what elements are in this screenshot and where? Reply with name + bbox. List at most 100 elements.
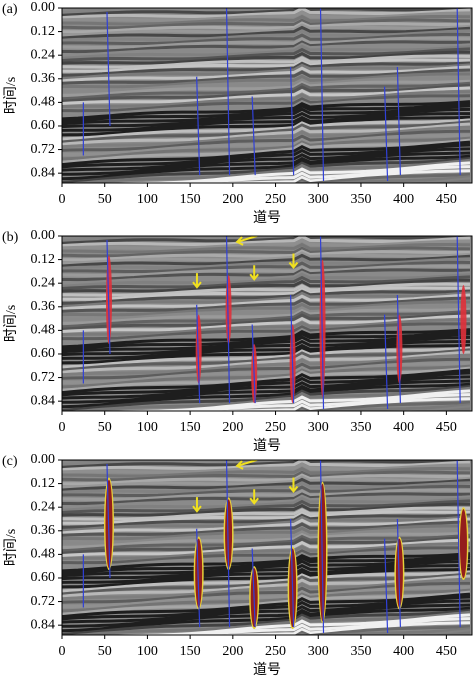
annotation-arrow [192, 273, 202, 289]
reflector [62, 8, 455, 14]
fault-line [106, 463, 111, 578]
y-tick-label: 0.12 [31, 252, 56, 267]
plot-frame [61, 235, 473, 412]
fault-line [290, 294, 295, 404]
annotation-arrow [192, 497, 202, 513]
x-tick-label: 350 [350, 192, 371, 207]
x-tick-label: 0 [59, 644, 66, 659]
x-tick-label: 150 [180, 192, 201, 207]
x-tick-label: 0 [59, 420, 66, 435]
fault-line [251, 548, 256, 628]
x-tick-label: 350 [350, 644, 371, 659]
reflector [185, 165, 471, 183]
reflector [211, 621, 471, 635]
reflector [62, 58, 471, 73]
reflector [62, 236, 455, 242]
annotation-arrow [288, 253, 299, 270]
x-axis-label: 道号 [253, 438, 281, 454]
reflector [62, 86, 471, 105]
reflector [62, 282, 471, 297]
x-tick-label: 400 [393, 192, 414, 207]
reflector [62, 226, 470, 232]
y-tick-label: 0.48 [31, 323, 56, 338]
reflector [62, 304, 470, 321]
seismic-traces [62, 226, 472, 411]
reflector [62, 236, 471, 248]
fault-line [456, 8, 461, 176]
reflector [62, 32, 471, 45]
reflector [62, 14, 471, 26]
y-tick-label: 0.12 [31, 24, 56, 39]
reflector [62, 368, 471, 395]
reflector [62, 535, 471, 555]
x-tick-label: 150 [180, 420, 201, 435]
x-tick-label: 100 [137, 192, 158, 207]
x-axis-label: 道号 [253, 210, 281, 226]
reflector [62, 100, 471, 121]
reflector [62, 76, 470, 93]
fault-line [290, 518, 295, 628]
reflector [62, 307, 471, 325]
reflector [62, 460, 471, 472]
reflector [66, 610, 471, 635]
y-tick-label: 0.24 [31, 47, 56, 62]
reflector [62, 40, 471, 54]
x-tick-label: 300 [308, 192, 329, 207]
reflector [62, 44, 471, 60]
y-tick-label: 0.84 [31, 617, 56, 632]
reflector [62, 0, 470, 4]
reflector [62, 492, 471, 506]
reflector [62, 83, 471, 103]
reflector [101, 389, 471, 411]
reflector [62, 528, 470, 545]
fault-line [290, 66, 295, 176]
reflector [62, 257, 471, 270]
reflector [66, 386, 471, 411]
reflector [62, 524, 470, 541]
annotation-arrow [249, 489, 259, 505]
reflector [62, 379, 471, 404]
reflector [298, 627, 471, 635]
reflector [62, 385, 471, 411]
reflector [62, 8, 151, 10]
reflector [62, 475, 471, 489]
reflector [62, 506, 471, 521]
reflector [62, 291, 471, 309]
reflector [62, 81, 471, 101]
reflector [62, 517, 471, 535]
reflector [62, 151, 471, 176]
y-tick-label: 0.36 [31, 71, 56, 86]
reflector [62, 102, 471, 124]
x-tick-label: 200 [222, 644, 243, 659]
reflector [298, 175, 471, 183]
y-tick-label: 0.48 [31, 547, 56, 562]
reflector [62, 462, 471, 474]
reflector [62, 515, 471, 533]
reflector [62, 289, 471, 305]
annotation-arrow [235, 236, 258, 246]
x-tick-label: 400 [393, 420, 414, 435]
fault-line [319, 8, 325, 182]
reflector [62, 140, 471, 167]
reflector [62, 311, 471, 331]
reflector [62, 238, 471, 250]
reflector [66, 158, 471, 183]
reflector [62, 364, 471, 389]
reflector [62, 260, 471, 273]
reflector [62, 513, 471, 529]
y-tick-label: 0.00 [31, 0, 56, 15]
fault-line [456, 236, 461, 404]
reflector [62, 496, 471, 512]
reflector [62, 314, 471, 333]
fault-line [225, 236, 231, 404]
reflector [62, 133, 471, 157]
x-axis-label: 道号 [253, 662, 281, 678]
reflector [62, 94, 471, 113]
reflector [62, 107, 471, 129]
x-tick-label: 0 [59, 192, 66, 207]
reflector [62, 97, 471, 117]
reflector [62, 603, 471, 628]
x-tick-label: 200 [222, 420, 243, 435]
reflector [62, 481, 471, 494]
x-tick-label: 50 [98, 644, 112, 659]
